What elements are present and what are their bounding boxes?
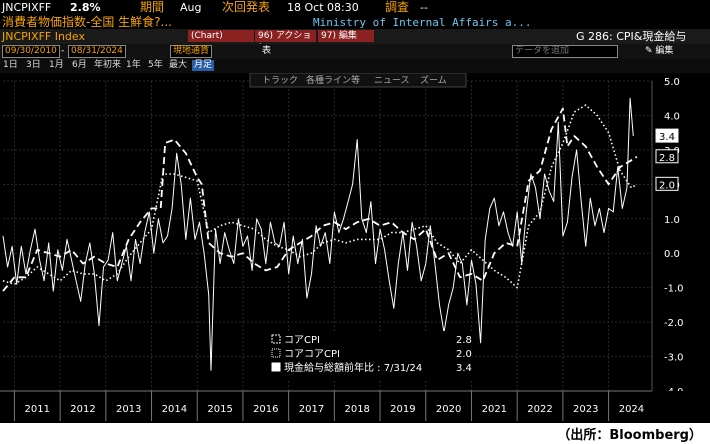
source-note: （出所：Bloomberg） <box>557 428 702 443</box>
range-separator: - <box>61 46 65 56</box>
tf-monthly[interactable]: 月足 <box>192 60 215 71</box>
y-tick-label: -2.0 <box>664 318 684 329</box>
tf-5y[interactable]: 5年 <box>148 60 163 70</box>
page-title: G 286: CPI&現金給与 <box>576 30 687 43</box>
chart-menu-button[interactable]: (Chart) <box>188 30 254 42</box>
x-tick-label: 2019 <box>390 404 415 415</box>
y-tick-label: -3.0 <box>664 353 684 364</box>
x-tick-label: 2017 <box>299 404 324 415</box>
y-tick-label: 1.0 <box>664 215 680 226</box>
x-tick-label: 2014 <box>162 404 187 415</box>
x-tick-label: 2021 <box>482 404 507 415</box>
tf-1m[interactable]: 1月 <box>49 60 64 70</box>
security-description: 消費者物価指数-全国 生鮮食?... <box>2 15 172 29</box>
action-menu-button[interactable]: 96) アクション <box>255 30 316 53</box>
tf-1y[interactable]: 1年 <box>126 60 141 70</box>
table-toggle[interactable]: 表 <box>262 46 272 56</box>
header-bar: JNCPIXFF 2.8% 期間 Aug 次回発表 18 Oct 08:30 調… <box>0 0 710 14</box>
end-date-input[interactable]: 08/31/2024 <box>68 45 126 58</box>
series-line-2 <box>2 104 638 289</box>
description-bar: 消費者物価指数-全国 生鮮食?... Ministry of Internal … <box>0 14 710 29</box>
legend-swatch <box>271 348 281 358</box>
period-value: Aug <box>180 1 202 14</box>
x-tick-label: 2020 <box>436 404 461 415</box>
x-tick-label: 2023 <box>573 404 598 415</box>
legend-value: 2.8 <box>456 335 472 346</box>
value-label-box <box>655 176 679 191</box>
series-line-3 <box>2 97 634 371</box>
value-label-box <box>655 149 679 164</box>
edit-menu-button[interactable]: 97) 編集 <box>318 30 374 42</box>
legend-swatch <box>271 334 281 344</box>
tf-ytd[interactable]: 年初来 <box>94 60 122 70</box>
y-tick-label: 4.0 <box>664 111 680 122</box>
chart-tool-4[interactable]: ズーム <box>420 74 447 86</box>
value-label: 3.4 <box>659 132 675 143</box>
next-release-value: 18 Oct 08:30 <box>287 1 359 14</box>
chart-tool-1[interactable]: トラック <box>262 75 298 86</box>
tf-6m[interactable]: 6月 <box>72 60 87 70</box>
value-label-box <box>655 128 679 143</box>
tf-1d[interactable]: 1日 <box>3 60 18 70</box>
start-date-input[interactable]: 09/30/2010 <box>2 45 60 58</box>
legend-value: 3.4 <box>456 363 472 374</box>
y-tick-label: 5.0 <box>664 77 680 88</box>
x-tick-label: 2015 <box>207 404 232 415</box>
add-data-input[interactable]: データを追加 <box>512 45 618 58</box>
edit-link[interactable]: ✎ 編集 <box>645 46 674 56</box>
value-label: 2.0 <box>659 180 675 191</box>
x-axis: 2011 2012 2013 2014 2015 2016 2017 2018 2019 2020… <box>0 390 710 421</box>
current-value: 2.8% <box>70 1 101 14</box>
period-label: 期間 <box>140 0 165 14</box>
x-tick-label: 2011 <box>25 404 50 415</box>
y-tick-label: 0.0 <box>664 249 680 260</box>
index-name: JNCPIXFF Index <box>2 30 85 43</box>
legend-label: 現金給与総額前年比 : 7/31/24 <box>284 361 422 374</box>
survey-label: 調査 <box>385 0 410 14</box>
chart-toolbar-box <box>249 73 467 88</box>
x-tick-label: 2012 <box>70 404 95 415</box>
value-label: 2.8 <box>659 153 675 164</box>
next-release-label: 次回発表 <box>222 0 271 14</box>
currency-select[interactable]: 現地通貨 <box>170 45 213 58</box>
x-tick-label: 2013 <box>116 404 141 415</box>
chart-tool-3[interactable]: ニュース <box>374 76 410 86</box>
legend-label: コアコアCPI <box>284 349 340 360</box>
chart-toolbar: トラック 各種ライン等 ニュース ズーム <box>249 73 467 88</box>
chart-tool-2[interactable]: 各種ライン等 <box>306 74 360 86</box>
tf-max[interactable]: 最大 <box>169 60 188 70</box>
legend-value: 2.0 <box>456 349 472 360</box>
timeframe-bar: 1日 3日 1月 6月 年初来 1年 5年 最大 月足 <box>0 59 710 73</box>
chart-area: 5.04.03.02.01.00.0-1.0-2.0-3.0-4.0 20112… <box>0 73 710 423</box>
series-group <box>2 97 638 371</box>
x-axis-band <box>0 391 710 421</box>
x-tick-label: 2016 <box>253 404 278 415</box>
survey-value: -- <box>420 1 428 14</box>
toolbar: JNCPIXFF Index (Chart) 96) アクション 97) 編集 … <box>0 29 710 53</box>
legend-label: コアCPI <box>284 335 320 346</box>
x-tick-label: 2024 <box>619 404 644 415</box>
legend-swatch <box>271 362 281 372</box>
legend-box <box>264 331 472 379</box>
range-bar: 09/30/2010 - 08/31/2024 現地通貨 表 データを追加 ✎ … <box>0 44 710 59</box>
tf-3d[interactable]: 3日 <box>26 60 41 70</box>
x-tick-label: 2022 <box>527 404 552 415</box>
data-source: Ministry of Internal Affairs a... <box>313 16 532 29</box>
ticker: JNCPIXFF <box>2 1 52 14</box>
legend: コアCPI 2.8 コアコアCPI 2.0 現金給与総額前年比 : 7/31/24 3.4 <box>264 331 472 379</box>
x-tick-label: 2018 <box>344 404 369 415</box>
y-tick-label: -1.0 <box>664 284 684 295</box>
value-labels: 3.4 2.8 2.0 <box>655 128 679 191</box>
